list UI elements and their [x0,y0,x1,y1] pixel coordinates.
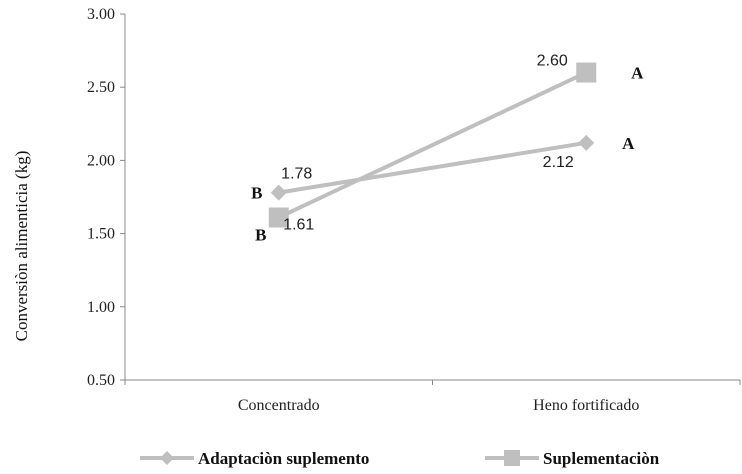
significance-label: B [251,184,262,203]
series-layer: 1.78 B 2.12 A 1.61 B 2.60 A [251,53,644,245]
series-line [278,140,587,195]
y-tick-label: 1.50 [87,226,115,243]
legend-marker-diamond [160,451,174,465]
y-tick-label: 0.50 [87,372,115,389]
data-label: 2.12 [543,154,574,171]
significance-label: A [622,134,635,153]
data-point-diamond [270,184,287,201]
data-point-diamond [578,134,595,151]
x-tick-label: Heno fortificado [533,397,639,414]
data-label: 1.61 [283,216,314,233]
y-axis-ticks: 0.50 1.00 1.50 2.00 2.50 3.00 [87,6,125,389]
data-label: 1.78 [281,166,312,183]
y-tick-label: 1.00 [87,299,115,316]
series-line [277,70,588,220]
x-axis-ticks: Concentrado Heno fortificado [124,380,741,414]
y-tick-label: 2.50 [87,79,115,96]
legend-marker-square [504,450,520,466]
significance-label: A [631,64,644,83]
data-point-square [576,62,597,83]
y-axis-title: Conversiòn alimenticia (kg) [12,151,31,342]
legend-label: Suplementaciòn [543,449,660,468]
legend: Adaptaciòn suplemento Suplementaciòn [140,449,660,468]
y-tick-label: 3.00 [87,6,115,23]
y-tick-label: 2.00 [87,152,115,169]
data-point-square [268,207,289,228]
legend-label: Adaptaciòn suplemento [198,449,369,468]
x-tick-label: Concentrado [238,397,320,414]
data-label: 2.60 [537,53,568,70]
significance-label: B [255,225,266,244]
